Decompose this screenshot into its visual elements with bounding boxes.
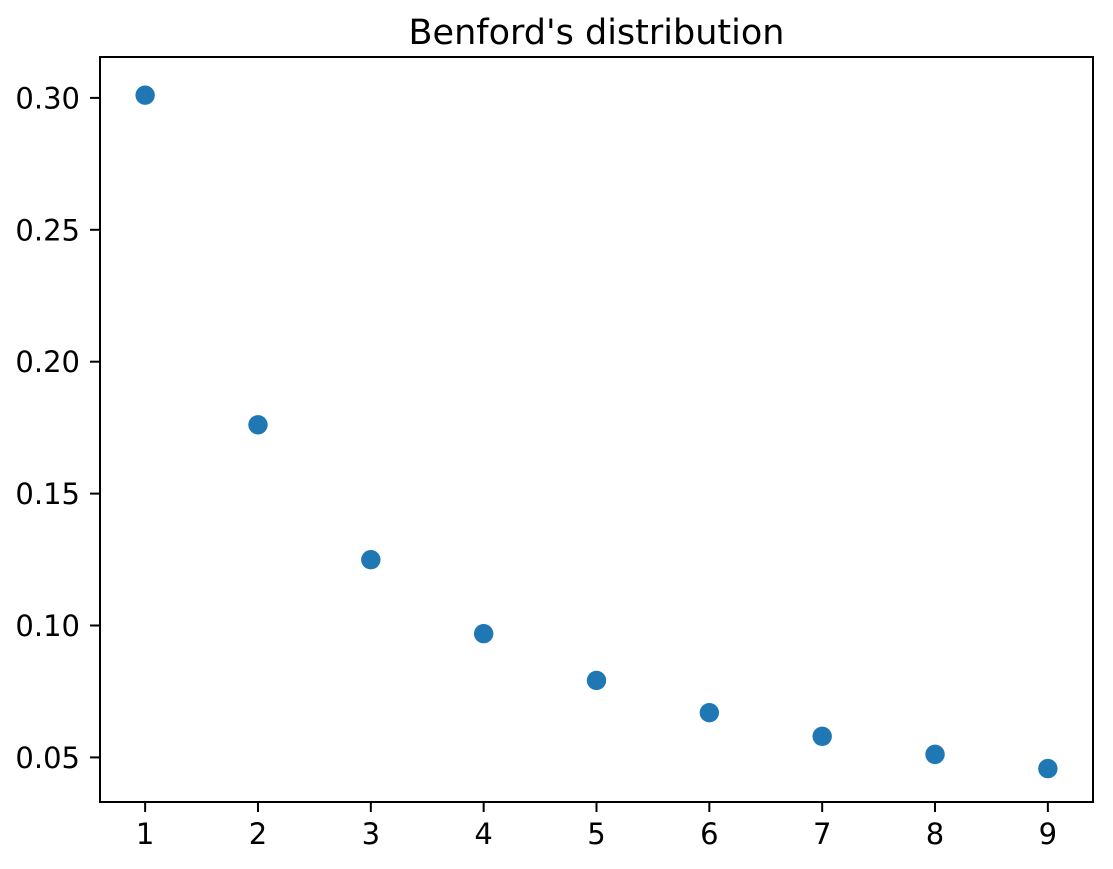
data-point (1038, 758, 1058, 779)
y-tick-label: 0.20 (15, 345, 80, 379)
data-point (812, 726, 832, 747)
data-point (135, 85, 155, 105)
data-point (361, 550, 381, 570)
y-tick-label: 0.30 (15, 81, 80, 115)
x-tick-label: 8 (926, 817, 944, 851)
y-tick-label: 0.05 (15, 741, 80, 775)
x-tick-label: 2 (249, 817, 267, 851)
plot-frame (99, 56, 1094, 803)
x-tick-label: 4 (474, 817, 492, 851)
x-tick-label: 6 (700, 817, 718, 851)
y-tick-label: 0.10 (15, 609, 80, 643)
chart-title: Benford's distribution (409, 13, 785, 53)
y-tick-label: 0.25 (15, 213, 80, 247)
y-tick-label: 0.15 (15, 477, 80, 511)
x-tick-label: 5 (587, 817, 605, 851)
data-point (699, 703, 720, 723)
data-point (925, 744, 945, 765)
x-tick-label: 9 (1039, 817, 1057, 851)
data-point (473, 623, 494, 644)
x-tick-label: 7 (813, 817, 831, 851)
data-point (586, 670, 607, 691)
plot-area: 1 2 3 4 5 6 7 8 9 0.05 0.10 0.15 0.20 0.25 0.30 (15, 56, 1094, 851)
x-tick-label: 1 (136, 817, 154, 851)
data-point (248, 415, 268, 435)
x-tick-label: 3 (362, 817, 380, 851)
